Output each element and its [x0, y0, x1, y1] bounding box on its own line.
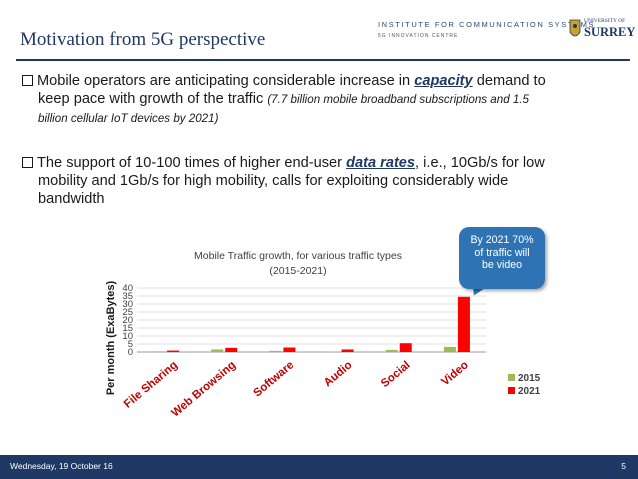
slide-footer: Wednesday, 19 October 16 5: [0, 455, 638, 479]
y-tick-label: 35: [122, 291, 133, 302]
bar-2021-software: [283, 347, 296, 352]
bar-2015-file-sharing: [153, 351, 166, 352]
university-logo: UNIVERSITY OF SURREY: [568, 16, 635, 44]
category-label: Software: [251, 359, 296, 399]
crest-icon: [569, 19, 581, 37]
keyword-data-rates: data rates: [346, 155, 416, 171]
bullet-text: The support of 10-100 times of higher en…: [37, 155, 343, 171]
bullet-text: bandwidth: [38, 191, 105, 207]
callout-line: By 2021 70%: [470, 234, 534, 246]
slide-header: Motivation from 5G perspective INSTITUTE…: [0, 0, 638, 62]
category-label: Video: [439, 359, 471, 388]
callout-line: be video: [481, 259, 523, 271]
bar-2015-web-browsing: [211, 349, 224, 352]
chart-title: Mobile Traffic growth, for various traff…: [194, 250, 402, 262]
footer-date: Wednesday, 19 October 16: [10, 461, 113, 471]
bullet-text: , i.e., 10Gb/s for low: [415, 155, 545, 171]
traffic-chart: Mobile Traffic growth, for various traff…: [105, 250, 541, 420]
legend-label: 2021: [518, 386, 541, 397]
bar-2021-social: [399, 343, 412, 352]
y-tick-label: 0: [128, 347, 133, 358]
bullet-note: billion cellular IoT devices by 2021): [38, 112, 219, 125]
callout-line: of traffic will: [474, 246, 530, 259]
slide-title: Motivation from 5G perspective: [20, 29, 266, 50]
logo-big-text: SURREY: [584, 25, 636, 39]
bar-2021-web-browsing: [225, 347, 238, 352]
bar-2015-software: [269, 350, 282, 352]
bullet-text: Mobile operators are anticipating consid…: [37, 73, 411, 89]
legend-label: 2015: [518, 373, 541, 384]
chart-title: (2015-2021): [269, 265, 326, 277]
bullet-text: demand to: [476, 73, 546, 89]
institute-subtitle: 5G INNOVATION CENTRE: [378, 33, 459, 39]
bullet-text: keep pace with growth of the traffic: [38, 91, 264, 107]
legend-swatch: [508, 374, 515, 381]
bullet-data-rates: The support of 10-100 times of higher en…: [22, 154, 618, 208]
institute-name: INSTITUTE FOR COMMUNICATION SYSTEMS: [378, 20, 596, 29]
header-divider: [16, 59, 630, 61]
category-label: File Sharing: [122, 359, 180, 411]
checkbox-bullet-icon: [22, 75, 33, 86]
category-label: Audio: [322, 359, 355, 389]
y-tick-label: 15: [122, 323, 133, 334]
bullet-capacity: Mobile operators are anticipating consid…: [22, 72, 618, 128]
category-label: Social: [379, 359, 413, 390]
y-tick-label: 30: [122, 299, 133, 310]
y-tick-label: 10: [122, 331, 133, 342]
bar-2021-video: [457, 296, 470, 352]
page-number: 5: [621, 461, 626, 471]
bullet-text: mobility and 1Gb/s for high mobility, ca…: [38, 173, 509, 189]
y-tick-label: 5: [128, 339, 133, 350]
y-tick-label: 25: [122, 307, 133, 318]
logo-small-text: UNIVERSITY OF: [584, 18, 626, 24]
y-tick-label: 20: [122, 315, 133, 326]
y-tick-label: 40: [122, 283, 133, 294]
y-axis-label: Per month (ExaBytes): [105, 281, 117, 396]
bullet-note: (7.7 billion mobile broadband subscripti…: [267, 93, 529, 106]
bar-2021-audio: [341, 349, 354, 352]
legend-swatch: [508, 387, 515, 394]
video-callout: By 2021 70% of traffic will be video: [459, 227, 545, 289]
bar-2015-social: [385, 349, 398, 352]
bar-2015-video: [443, 346, 456, 352]
bar-2021-file-sharing: [167, 350, 180, 352]
keyword-capacity: capacity: [414, 73, 473, 89]
checkbox-bullet-icon: [22, 157, 33, 168]
